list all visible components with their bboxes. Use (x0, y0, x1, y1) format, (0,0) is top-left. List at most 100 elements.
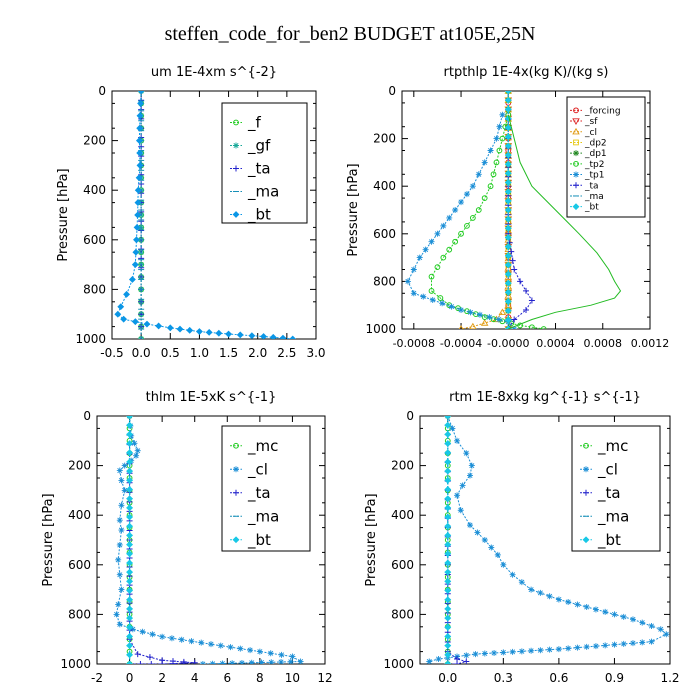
series-group (113, 416, 304, 664)
data-point-cl (537, 647, 544, 654)
data-point-cl (116, 621, 123, 628)
legend-marker (573, 160, 579, 167)
x-tick-label: 0.5 (161, 346, 180, 360)
data-point-cl (480, 319, 489, 326)
y-tick-label: 600 (83, 233, 106, 247)
data-point-cl (217, 642, 224, 649)
data-point-cl (449, 425, 456, 432)
data-point-cl (518, 648, 525, 655)
data-point-tp1 (452, 207, 459, 213)
data-point-cl (468, 462, 475, 469)
data-point-bt (155, 322, 163, 330)
legend-label: _mc (247, 437, 278, 456)
data-point-bt (126, 568, 133, 576)
legend-marker (573, 150, 579, 157)
data-point-cl (268, 659, 275, 664)
data-point-cl (131, 440, 138, 447)
data-point-bt (504, 298, 512, 305)
data-point-bt (236, 331, 244, 339)
data-point-cl (467, 522, 473, 529)
legend-marker (573, 107, 579, 114)
data-point-tp1 (410, 266, 417, 273)
x-tick-label: 8 (256, 671, 264, 685)
x-tick-label: 2.0 (248, 346, 267, 360)
data-point-ta (509, 257, 516, 264)
data-point-bt (134, 186, 142, 194)
data-point-bt (196, 328, 203, 335)
data-point-cl (648, 622, 655, 629)
data-point-tp2 (499, 135, 506, 142)
y-tick-label: 400 (373, 179, 396, 193)
data-point-cl (583, 603, 590, 610)
data-point-bt (504, 215, 512, 223)
plot-frame (419, 415, 671, 665)
legend-label: _ma (597, 507, 629, 526)
data-point-cl (238, 660, 245, 664)
data-point-cl (149, 631, 156, 638)
data-point-cl (209, 660, 216, 664)
data-point-bt (504, 115, 512, 122)
data-point-tp1 (481, 159, 488, 166)
legend-box (566, 96, 646, 218)
data-point-tp1 (487, 147, 494, 154)
data-point-bt (126, 605, 133, 613)
x-tick-label: 3.0 (306, 346, 325, 360)
data-point-bt (134, 211, 142, 219)
data-point-tp1 (416, 254, 423, 261)
legend-label: _dp1 (584, 149, 607, 159)
data-point-bt (444, 559, 452, 567)
data-point-cl (481, 537, 488, 543)
series-group (426, 416, 670, 664)
legend-label: _ma (247, 183, 279, 202)
data-point-bt (126, 486, 133, 493)
data-point-bt (136, 161, 144, 169)
legend-marker (232, 211, 240, 218)
data-point-bt (126, 633, 133, 640)
data-point-cl (118, 527, 125, 534)
data-point-bt (136, 112, 144, 120)
x-tick-label: 1.2 (660, 671, 679, 685)
data-point-cl (121, 462, 128, 469)
y-tick-label: 200 (83, 134, 106, 148)
series-group (114, 91, 297, 339)
data-point-bt (186, 326, 194, 334)
data-point-tp1 (446, 214, 453, 221)
data-point-cl (139, 628, 146, 635)
legend: _mc _cl _ta _ma _bt (221, 425, 311, 552)
data-point-tp1 (467, 309, 474, 316)
data-point-tp2 (458, 230, 464, 237)
legend: _mc _cl _ta _ma _bt (571, 425, 661, 552)
data-point-cl (116, 467, 123, 474)
data-point-ta (511, 266, 518, 273)
data-point-tp1 (475, 171, 482, 178)
data-point-bt (248, 332, 256, 339)
data-point-cl (602, 608, 609, 615)
data-point-cl (458, 325, 464, 329)
data-point-cl (237, 645, 244, 652)
data-point-bt (444, 467, 452, 475)
legend-marker (233, 142, 239, 149)
data-point-bt (444, 614, 452, 622)
data-point-cl (494, 551, 501, 558)
data-point-bt (444, 651, 452, 659)
data-point-bt (444, 486, 452, 493)
figure-title: steffen_code_for_ben2 BUDGET at105E,25N (165, 23, 536, 45)
data-point-cl (648, 638, 655, 645)
y-tick-label: 800 (83, 282, 106, 296)
data-point-cl (629, 640, 636, 647)
data-point-tp2 (428, 273, 435, 280)
data-point-ta (454, 661, 461, 664)
legend-label: _bt (247, 531, 271, 550)
data-point-bt (504, 243, 512, 251)
legend-label: _mc (597, 437, 628, 456)
data-point-cl (592, 643, 599, 650)
data-point-cl (116, 517, 123, 524)
data-point-tp2 (428, 288, 435, 294)
data-point-cl (611, 611, 618, 618)
data-point-tp2 (464, 222, 470, 229)
y-tick-label: 400 (83, 183, 106, 197)
legend-label: _cl (597, 460, 618, 479)
chart-panel-3: thlm 1E-5xK s^{-1} Pressure [hPa] 0 200 400 6… (41, 390, 333, 685)
chart-panel-2: rtpthlp 1E-4x(kg K)/(kg s) Pressure [hPa]… (346, 65, 669, 350)
data-point-bt (126, 596, 133, 604)
